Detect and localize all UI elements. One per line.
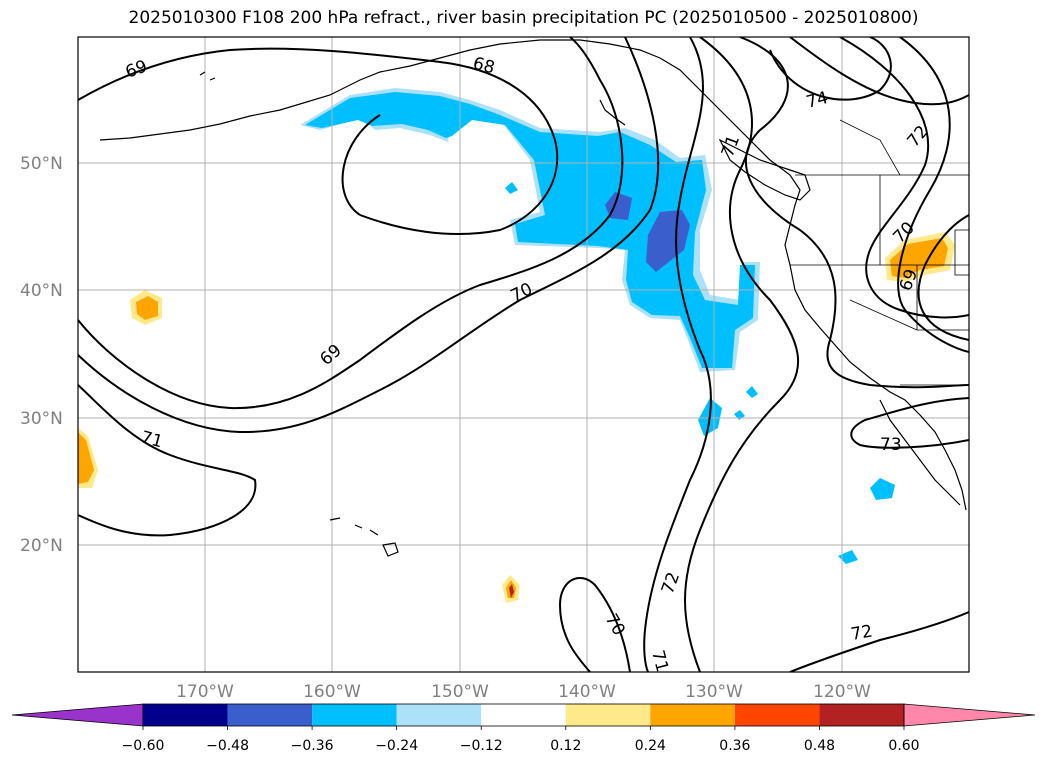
- colorbar-segment: [819, 704, 904, 726]
- colorbar-extend-low: [11, 703, 144, 727]
- colorbar-segment: [481, 704, 566, 726]
- lat-label-50n: 50°N: [20, 154, 63, 174]
- lat-label-30n: 30°N: [20, 409, 63, 429]
- neg-blob-3: [838, 550, 858, 564]
- lon-label-160w: 160°W: [303, 682, 361, 702]
- grid-lines: [78, 37, 969, 672]
- neg-blob-4: [505, 182, 518, 194]
- neg-region-blue: [305, 92, 755, 368]
- colorbar-segment: [312, 704, 397, 726]
- pos-region-south-red: [509, 584, 514, 598]
- lon-label-130w: 130°W: [685, 682, 743, 702]
- colorbar-tick-label: 0.12: [550, 738, 581, 754]
- colorbar-tick-label: −0.60: [122, 738, 165, 754]
- colorbar-segment: [650, 704, 735, 726]
- lon-label-150w: 150°W: [431, 682, 489, 702]
- lat-label-20n: 20°N: [20, 536, 63, 556]
- contour-lines: [78, 37, 969, 672]
- contour-label: 71: [647, 648, 672, 674]
- colorbar-tick-label: −0.24: [375, 738, 418, 754]
- colorbar-frame: [142, 703, 905, 727]
- map-title: 2025010300 F108 200 hPa refract., river …: [128, 8, 919, 28]
- neg-region-dark-2: [646, 210, 690, 272]
- political-borders: [790, 119, 969, 386]
- colorbar-tick-label: 0.48: [804, 738, 835, 754]
- longitude-labels: 170°W 160°W 150°W 140°W 130°W 120°W: [176, 682, 871, 702]
- colorbar-tick-label: −0.36: [291, 738, 334, 754]
- colorbar-segment: [143, 704, 228, 726]
- colorbar-segment: [734, 704, 820, 726]
- pos-region-edge-orange: [78, 432, 94, 484]
- lat-label-40n: 40°N: [20, 281, 63, 301]
- colorbar-tick-label: −0.48: [206, 738, 249, 754]
- contour-label: 72: [849, 621, 874, 644]
- map-frame: [77, 36, 970, 673]
- colorbar-tick-label: 0.36: [719, 738, 750, 754]
- colorbar-tick-label: 0.24: [635, 738, 666, 754]
- colorbar-extend-high: [903, 703, 1036, 727]
- lon-label-170w: 170°W: [176, 682, 234, 702]
- colorbar-tick-label: −0.12: [460, 738, 503, 754]
- lon-label-120w: 120°W: [813, 682, 871, 702]
- lon-label-140w: 140°W: [558, 682, 616, 702]
- colorbar-segment: [227, 704, 313, 726]
- colorbar: −0.60 −0.48 −0.36 −0.24 −0.12 0.12 0.24 0.36 0.4…: [11, 703, 1036, 754]
- pos-region-west-orange: [136, 296, 158, 320]
- colorbar-tick-label: 0.60: [888, 738, 919, 754]
- contour-label: 73: [880, 435, 902, 455]
- neg-blob-5: [746, 386, 758, 398]
- colorbar-segment: [565, 704, 651, 726]
- colorbar-segment: [396, 704, 482, 726]
- shaded-regions: [78, 88, 955, 603]
- neg-blob-2: [870, 478, 895, 500]
- latitude-labels: 50°N 40°N 30°N 20°N: [20, 154, 63, 556]
